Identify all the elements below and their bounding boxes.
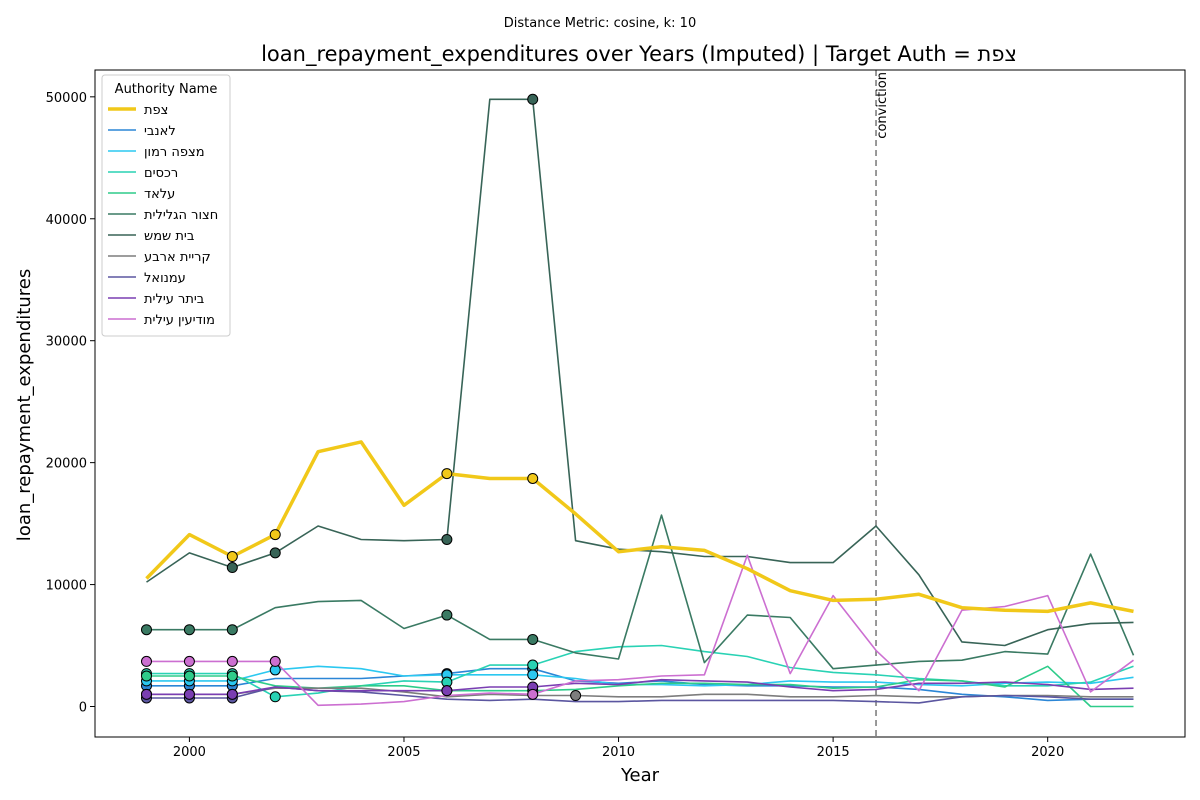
legend-entry: בית שמש	[144, 229, 194, 244]
imputed-point	[269, 691, 281, 703]
legend-entry: מודיעין עילית	[144, 313, 215, 328]
series-group	[140, 70, 1135, 737]
imputed-point	[527, 472, 539, 484]
y-tick-label: 0	[79, 701, 87, 716]
x-axis: 2000 2005 2010 2015 2020	[173, 737, 1064, 760]
imputed-point	[527, 659, 539, 671]
imputed-point	[226, 688, 238, 700]
y-tick-label: 30000	[46, 335, 87, 350]
imputed-point	[140, 688, 152, 700]
legend-entry: חצור הגלילית	[144, 208, 218, 223]
imputed-point	[269, 655, 281, 667]
imputed-point	[226, 655, 238, 667]
legend-box	[101, 74, 231, 337]
imputed-point	[269, 547, 281, 559]
x-tick-label: 2005	[387, 745, 420, 760]
imputed-point	[140, 670, 152, 682]
legend-entry: ביתר עילית	[144, 292, 204, 307]
legend-entry: עלאד	[144, 187, 175, 202]
imputed-point	[527, 669, 539, 681]
imputed-point	[441, 685, 453, 697]
legend-title: Authority Name	[115, 82, 218, 97]
imputed-point	[441, 533, 453, 545]
annotation-label: conviction	[875, 72, 890, 139]
y-axis-label: loan_repayment_expenditures	[14, 269, 35, 541]
x-tick-label: 2000	[173, 745, 206, 760]
imputed-point	[226, 624, 238, 636]
legend-entry: קריית ארבע	[144, 250, 211, 265]
x-axis-label: Year	[620, 765, 660, 786]
chart-title: loan_repayment_expenditures over Years (…	[261, 42, 1017, 67]
imputed-point	[183, 655, 195, 667]
series-line	[145, 440, 1134, 614]
y-tick-label: 40000	[46, 213, 87, 228]
y-tick-label: 10000	[46, 579, 87, 594]
imputed-point	[527, 93, 539, 105]
y-tick-label: 50000	[46, 91, 87, 106]
imputed-point	[527, 633, 539, 645]
chart-suptitle: Distance Metric: cosine, k: 10	[504, 16, 696, 31]
series-line	[146, 98, 1134, 647]
imputed-point	[140, 624, 152, 636]
imputed-point	[183, 688, 195, 700]
legend-entry: לאנבי	[144, 124, 176, 139]
series-line	[146, 678, 1134, 696]
x-tick-label: 2010	[602, 745, 635, 760]
imputed-point	[441, 468, 453, 480]
legend-entry: עמנואל	[144, 271, 186, 286]
plot-area: conviction	[94, 69, 1186, 738]
x-tick-label: 2020	[1031, 745, 1064, 760]
plot-frame	[94, 69, 1186, 738]
legend-entry: מצפה רמון	[144, 145, 205, 160]
imputed-point	[226, 551, 238, 563]
x-tick-label: 2015	[817, 745, 850, 760]
imputed-point	[183, 670, 195, 682]
imputed-point	[140, 655, 152, 667]
y-tick-label: 20000	[46, 457, 87, 472]
legend-entry: רכסים	[144, 166, 178, 181]
imputed-point	[226, 562, 238, 574]
legend-entry: צפת	[144, 103, 168, 118]
y-axis: 0 10000 20000 30000 40000 50000	[46, 91, 95, 716]
imputed-point	[527, 688, 539, 700]
imputed-point	[441, 609, 453, 621]
imputed-point	[183, 624, 195, 636]
chart-legend: Authority Name צפת לאנבי מצפה רמון רכסים עלאד…	[101, 74, 231, 337]
imputed-point	[269, 529, 281, 541]
imputed-point	[570, 690, 582, 702]
series-line	[146, 514, 1135, 670]
imputed-point	[226, 670, 238, 682]
